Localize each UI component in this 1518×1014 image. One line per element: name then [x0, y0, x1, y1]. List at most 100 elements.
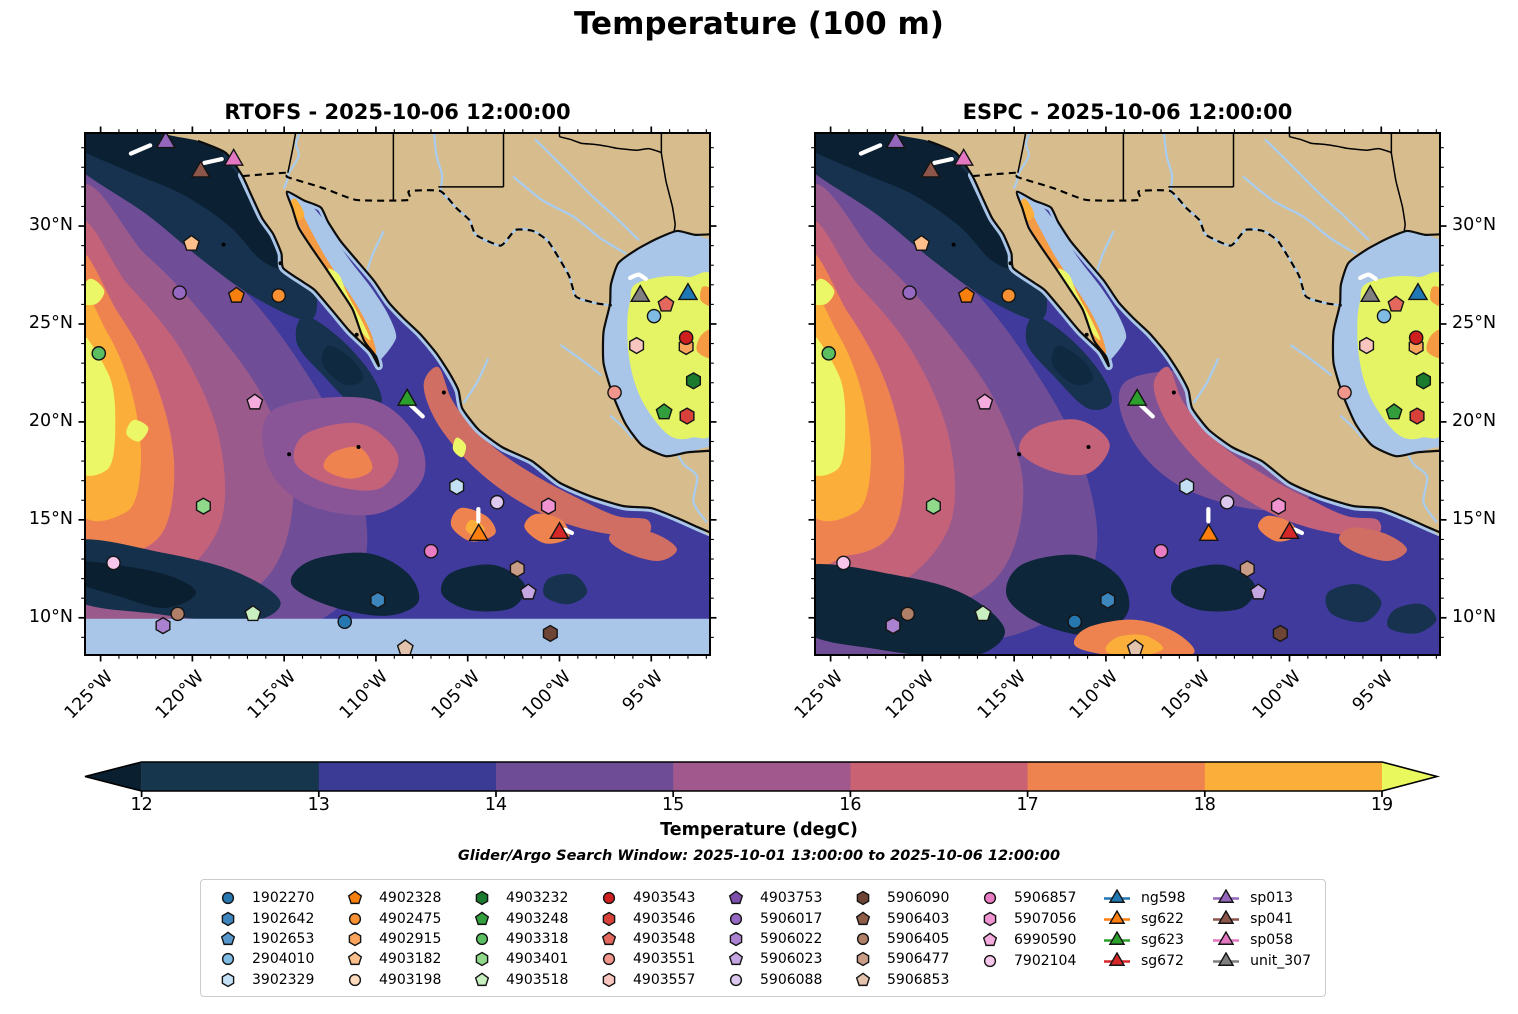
panel-title-espc: ESPC - 2025-10-06 12:00:00: [962, 100, 1293, 124]
legend-label: 4903401: [506, 951, 569, 968]
legend-column: 5906090 5906403 5906405 5906477 5906853: [848, 888, 949, 990]
legend-2904010: [221, 953, 235, 966]
marker-4903543: [1408, 330, 1424, 345]
legend-entry-ng598: ng598: [1102, 888, 1185, 909]
argo-marker-icon: [856, 890, 870, 906]
legend-entry-5906405: 5906405: [848, 929, 949, 949]
glider-marker-icon: [1213, 910, 1240, 925]
marker-4903557: [1359, 336, 1375, 355]
argo-marker-icon: [601, 931, 617, 946]
argo-marker-icon: [221, 892, 235, 905]
legend-label: sp058: [1250, 931, 1294, 948]
legend-sp041: [1217, 910, 1235, 925]
legend-label: 4902915: [379, 931, 442, 948]
legend-label: 1902653: [252, 931, 315, 948]
legend-column: 5906857 5907056 6990590 7902104: [975, 888, 1076, 990]
no-data-band: [85, 618, 710, 655]
legend-entry-3902329: 3902329: [213, 970, 314, 990]
glider-marker-icon: [1104, 951, 1130, 966]
argo-marker-icon: [475, 932, 489, 946]
legend-sg672: [1108, 951, 1126, 966]
marker-4903318: [821, 346, 837, 361]
marker-4903543: [678, 330, 694, 345]
legend-label: 4903551: [633, 951, 696, 968]
lon-tick-label: 100°W: [1249, 667, 1306, 724]
legend-5906023: [728, 951, 744, 966]
legend-4903198: [348, 973, 362, 986]
marker-4903546: [1409, 407, 1425, 425]
legend-4903551: [602, 953, 616, 966]
legend-4902328: [347, 890, 363, 905]
colorbar: [84, 761, 1441, 797]
legend-entry-4903546: 4903546: [594, 908, 695, 928]
marker-4903401: [195, 497, 211, 515]
legend-entry-5906017: 5906017: [721, 908, 822, 928]
legend-entry-5906403: 5906403: [848, 908, 949, 928]
legend-column: 4902328 4902475 4902915 4903182 4903198: [340, 888, 441, 990]
legend-4903546: [602, 911, 616, 926]
marker-4902475: [271, 288, 286, 303]
marker-5906090: [1272, 624, 1288, 643]
legend-sg623: [1108, 930, 1126, 945]
legend-sg622: [1108, 910, 1126, 925]
argo-marker-icon: [983, 892, 997, 905]
lon-tick-label: 115°W: [974, 667, 1031, 724]
marker-5906017: [172, 285, 187, 300]
legend-3902329: [221, 972, 235, 988]
argo-marker-icon: [983, 954, 997, 967]
legend-entry-sg622: sg622: [1102, 909, 1185, 930]
colorbar-tick-label: 19: [1370, 795, 1394, 815]
legend-entry-1902642: 1902642: [213, 908, 314, 928]
legend-label: 4903232: [506, 890, 569, 907]
lat-tick-label: 25°N: [1452, 312, 1497, 333]
legend-label: 4903518: [506, 971, 569, 988]
legend-entry-5907056: 5907056: [975, 909, 1076, 930]
marker-4903318: [91, 346, 107, 361]
marker-4903551: [607, 385, 622, 400]
argo-marker-icon: [475, 890, 489, 906]
colorbar-tick-label: 15: [662, 795, 685, 815]
legend-sp058: [1217, 930, 1235, 945]
lat-tick-label: 30°N: [1452, 215, 1497, 236]
argo-marker-icon: [728, 890, 744, 905]
legend-label: 4902328: [379, 890, 442, 907]
lon-tick-label: 110°W: [335, 667, 393, 724]
colorbar-tick-label: 16: [839, 795, 862, 815]
legend-label: 7902104: [1014, 952, 1077, 969]
legend-label: 5907056: [1014, 911, 1077, 928]
legend-label: 1902270: [252, 890, 315, 907]
argo-marker-icon: [474, 972, 490, 986]
marker-3902329: [1179, 477, 1195, 496]
legend-label: 6990590: [1014, 931, 1077, 948]
glider-marker-icon: [1213, 889, 1240, 904]
search-window-subtitle: Glider/Argo Search Window: 2025-10-01 13…: [457, 848, 1061, 864]
legend-label: sg622: [1141, 911, 1184, 928]
marker-5906857: [423, 543, 439, 559]
legend-entry-6990590: 6990590: [975, 930, 1076, 951]
legend-column: sp013 sp041 sp058 unit_307: [1211, 888, 1311, 990]
colorbar-tick-label: 12: [130, 795, 153, 815]
lon-tick-label: 120°W: [882, 667, 939, 724]
legend-column: 4903232 4903248 4903318 4903401 4903518: [467, 888, 568, 990]
argo-marker-icon: [856, 952, 870, 967]
legend-5906857: [983, 892, 997, 905]
legend-entry-4903548: 4903548: [594, 929, 695, 949]
legend-label: 4903182: [379, 951, 442, 968]
legend-4903232: [475, 890, 489, 906]
legend-4903518: [474, 972, 490, 986]
legend-label: 4903318: [506, 931, 569, 948]
legend-5907056: [983, 911, 997, 927]
legend-5906405: [856, 932, 870, 946]
legend-label: 5906403: [887, 910, 950, 927]
legend-label: 3902329: [252, 971, 315, 988]
legend-entry-sp013: sp013: [1211, 888, 1311, 909]
legend-4902475: [348, 912, 362, 925]
argo-marker-icon: [729, 931, 743, 947]
marker-2904010: [1376, 308, 1392, 324]
legend-label: ng598: [1141, 890, 1186, 907]
marker-5906022: [155, 616, 171, 635]
marker-4903551: [1337, 385, 1352, 400]
marker-1902270: [337, 614, 353, 630]
legend-entry-4903232: 4903232: [467, 888, 568, 908]
legend-entry-4903753: 4903753: [721, 888, 822, 908]
